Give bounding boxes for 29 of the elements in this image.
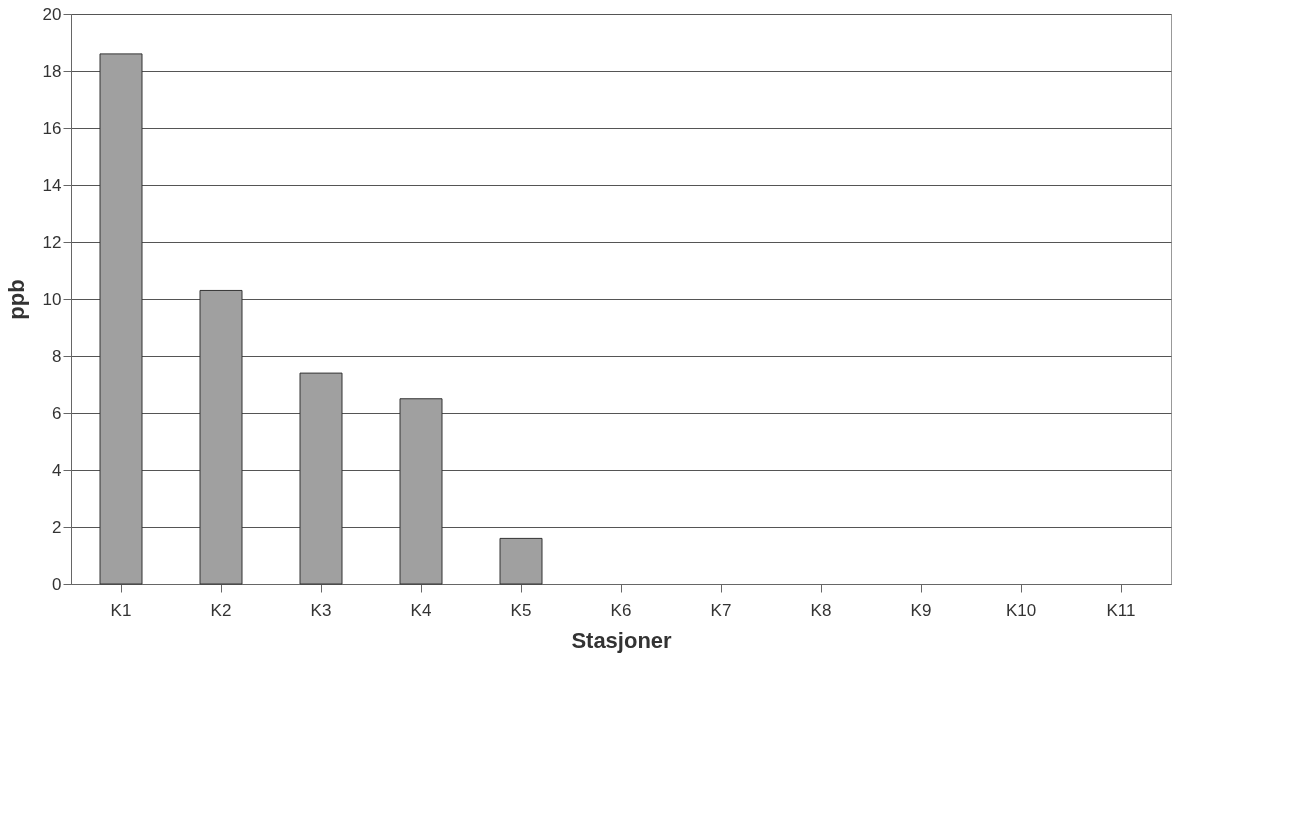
y-tick-label: 20 [42, 4, 62, 24]
y-tick-label: 16 [42, 118, 62, 138]
bar [199, 289, 243, 585]
y-tick-label: 0 [52, 574, 62, 594]
bar [99, 53, 143, 585]
y-tick-label: 8 [52, 346, 62, 366]
x-tick-label: K11 [1106, 600, 1136, 620]
x-tick-label: K8 [810, 600, 832, 620]
bar [399, 398, 443, 585]
x-tick-label: K3 [310, 600, 332, 620]
y-tick-label: 2 [52, 517, 62, 537]
x-tick-label: K10 [1005, 600, 1037, 620]
x-axis-title: Stasjoner [571, 627, 673, 653]
x-tick-label: K4 [410, 600, 432, 620]
y-tick-label: 6 [52, 403, 62, 423]
y-tick-label: 12 [42, 232, 62, 252]
y-tick-label: 10 [42, 289, 62, 309]
x-tick-label: K1 [110, 600, 132, 620]
x-tick-label: K5 [510, 600, 532, 620]
x-tick-label: K9 [910, 600, 932, 620]
bar [499, 537, 543, 585]
x-tick-label: K7 [710, 600, 732, 620]
bar [299, 372, 343, 585]
y-tick-label: 4 [52, 460, 62, 480]
x-tick-label: K6 [610, 600, 632, 620]
y-tick-label: 14 [42, 175, 62, 195]
y-tick-label: 18 [42, 61, 62, 81]
y-axis-title: ppb [3, 279, 29, 320]
x-tick-label: K2 [210, 600, 232, 620]
